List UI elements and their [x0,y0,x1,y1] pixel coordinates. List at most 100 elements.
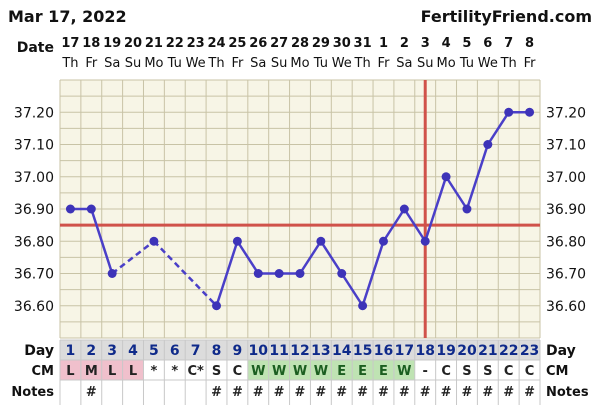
weekday-label: Tu [313,56,328,71]
date-label: 24 [207,36,225,51]
temperature-point [504,107,514,117]
notes-label-left: Notes [11,385,54,400]
cm-cell [289,360,311,380]
weekday-label: Sa [104,56,120,71]
temperature-point [525,107,535,117]
date-label: 20 [124,36,142,51]
temperature-point [378,236,388,246]
weekday-label: Th [500,56,517,71]
day-number: 18 [415,343,434,359]
day-number: 5 [149,343,159,359]
temperature-line [236,240,260,275]
date-label: 17 [61,36,79,51]
cm-label-right: CM [546,364,568,379]
day-number: 15 [353,343,372,359]
cm-cell [393,360,415,380]
date-label: 22 [166,36,184,51]
cm-value: C [233,364,243,379]
day-number: 12 [290,343,309,359]
note-mark: # [274,385,285,400]
y-tick-label-left: 37.20 [14,105,54,121]
temperature-point [441,172,451,182]
cm-value: C* [187,364,204,379]
day-number: 21 [478,343,497,359]
weekday-label: Fr [85,56,98,71]
cm-value: S [212,364,221,379]
temperature-point [107,269,117,278]
cm-cell [80,360,102,380]
note-mark: # [482,385,493,400]
cm-cell [310,360,332,380]
temperature-line [215,240,239,307]
weekday-label: Mo [437,56,456,71]
cm-cell [226,360,248,380]
cm-cell [352,360,374,380]
temperature-line [361,240,385,307]
weekday-label: Mo [290,56,309,71]
note-mark: # [462,385,473,400]
weekday-label: Mo [144,56,163,71]
weekday-label: Fr [231,56,244,71]
cm-cell [435,360,457,380]
date-label: 27 [270,36,288,51]
note-mark: # [336,385,347,400]
note-mark: # [399,385,410,400]
y-tick-label-left: 36.60 [14,299,54,315]
weekday-label: Fr [524,56,537,71]
day-number: 14 [332,343,352,359]
data-marks [60,80,540,338]
cm-cell [247,360,269,380]
day-number: 16 [374,343,393,359]
weekday-label: Th [207,56,224,71]
temperature-line [90,208,114,274]
day-number: 4 [128,343,138,359]
temperature-point [316,236,326,246]
weekday-label: We [332,56,352,71]
weekday-label: We [478,56,498,71]
y-tick-label-left: 36.70 [14,267,54,283]
temperature-point [86,204,96,214]
temperature-point [337,269,347,278]
day-number: 6 [170,343,180,359]
temperature-point [212,301,222,311]
cm-value: C [525,364,535,379]
cm-value: C [504,364,514,379]
temperature-line [382,208,406,242]
chart-date: Mar 17, 2022 [8,7,127,26]
temperature-point [295,269,305,278]
day-number: 17 [395,343,414,359]
day-number: 22 [499,343,518,359]
temperature-line [340,272,364,307]
weekday-label: Tu [459,56,474,71]
temperature-point [274,269,284,278]
date-label: 1 [379,36,388,51]
day-number: 20 [457,343,477,359]
weekday-label: Sa [250,56,266,71]
cm-cell [164,360,186,380]
weekday-label: Fr [378,56,391,71]
temperature-line [445,176,469,210]
cm-value: L [66,364,74,379]
note-mark: # [357,385,368,400]
temperature-point [399,204,409,214]
temperature-point [149,236,159,246]
cm-cell [373,360,394,380]
y-tick-label-right: 37.10 [546,138,586,154]
date-label: 31 [354,36,372,51]
cm-cell [331,360,353,380]
y-tick-label-left: 36.90 [14,202,54,218]
temperature-line-dashed [111,240,155,275]
date-label: 7 [504,36,513,51]
note-mark: # [420,385,431,400]
cm-cell [101,360,123,380]
y-tick-label-right: 36.60 [546,299,586,315]
note-mark: # [441,385,452,400]
temperature-line [486,111,510,146]
y-tick-label-left: 36.80 [14,234,54,250]
note-mark: # [232,385,243,400]
date-label: 6 [483,36,492,51]
date-label: 3 [421,36,430,51]
cm-value: C [441,364,451,379]
cm-cell [519,360,540,380]
